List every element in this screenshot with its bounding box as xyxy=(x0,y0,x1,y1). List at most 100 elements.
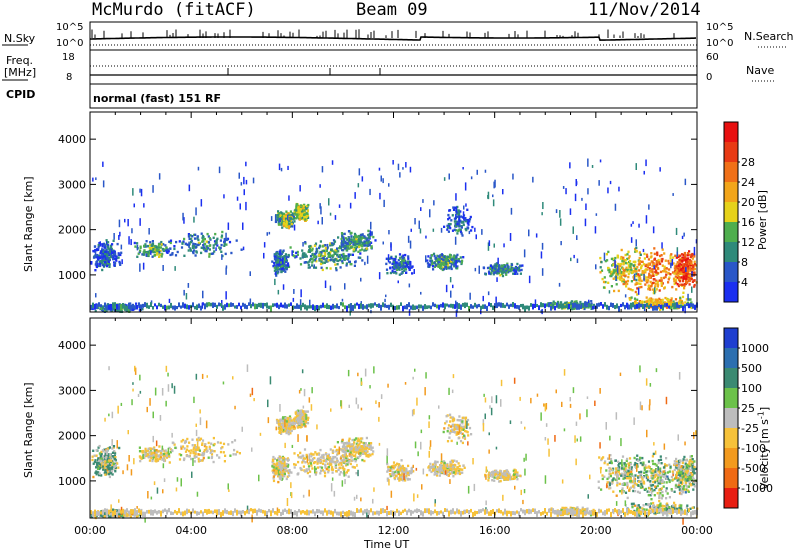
range-cell xyxy=(171,441,174,444)
range-cell xyxy=(599,266,602,269)
range-cell xyxy=(290,419,293,422)
range-cell xyxy=(266,302,268,309)
range-cell xyxy=(570,302,572,306)
range-cell xyxy=(347,256,350,260)
range-cell xyxy=(216,304,218,309)
range-cell xyxy=(600,269,604,272)
range-cell xyxy=(278,429,281,433)
range-cell xyxy=(283,221,286,225)
range-cell xyxy=(398,268,401,271)
range-cell xyxy=(669,273,672,276)
range-cell xyxy=(454,260,457,263)
range-cell xyxy=(92,449,95,452)
range-cell xyxy=(409,264,412,268)
range-cell xyxy=(662,301,665,304)
range-cell xyxy=(282,268,286,271)
range-cell xyxy=(362,236,365,239)
range-cell xyxy=(670,305,672,310)
range-cell xyxy=(656,251,659,254)
range-cell xyxy=(277,210,280,213)
range-cell xyxy=(176,250,179,254)
range-cell xyxy=(113,263,116,267)
range-cell xyxy=(141,308,144,311)
range-cell xyxy=(280,268,283,271)
range-cell xyxy=(201,443,204,446)
range-cell xyxy=(116,304,118,310)
range-cell xyxy=(331,466,334,469)
range-cell xyxy=(675,263,678,266)
range-cell xyxy=(441,253,443,257)
range-cell xyxy=(352,466,355,469)
range-cell xyxy=(668,305,670,309)
range-cell xyxy=(511,268,514,271)
range-cell xyxy=(660,254,663,257)
range-cell xyxy=(661,303,664,306)
range-cell xyxy=(295,209,298,212)
range-cell xyxy=(459,228,462,232)
range-cell xyxy=(112,302,114,308)
range-cell xyxy=(212,246,215,250)
range-cell xyxy=(283,257,286,261)
range-cell xyxy=(659,270,663,274)
y-tick-label: 4000 xyxy=(58,133,86,146)
status-panel-frame xyxy=(89,21,698,109)
range-cell xyxy=(419,228,422,234)
range-cell xyxy=(276,218,279,222)
range-cell xyxy=(523,249,526,258)
range-cell xyxy=(184,303,186,309)
range-cell xyxy=(102,457,105,460)
range-cell xyxy=(117,256,120,259)
range-cell xyxy=(659,308,662,311)
range-cell xyxy=(330,305,332,310)
range-cell xyxy=(297,460,300,464)
range-cell xyxy=(651,267,654,271)
range-cell xyxy=(274,253,277,256)
range-cell xyxy=(456,265,459,268)
range-cell xyxy=(451,258,454,261)
range-cell xyxy=(208,252,211,256)
range-cell xyxy=(235,239,238,242)
range-cell xyxy=(653,258,656,261)
range-cell xyxy=(186,437,189,441)
range-cell xyxy=(638,279,641,282)
range-cell xyxy=(207,235,210,238)
range-cell xyxy=(610,272,613,276)
range-cell xyxy=(652,302,655,305)
range-cell xyxy=(144,447,147,451)
range-cell xyxy=(280,223,283,226)
range-cell xyxy=(675,265,678,268)
range-cell xyxy=(605,253,608,256)
range-cell xyxy=(315,260,318,263)
range-cell xyxy=(445,257,448,260)
range-cell xyxy=(585,306,588,309)
range-cell xyxy=(357,250,360,253)
range-cell xyxy=(173,443,176,446)
range-cell xyxy=(648,288,652,291)
range-cell xyxy=(232,453,235,456)
range-cell xyxy=(95,454,98,457)
range-cell xyxy=(574,302,576,308)
range-cell xyxy=(651,281,654,285)
range-cell xyxy=(105,255,108,259)
range-cell xyxy=(114,302,116,307)
range-cell xyxy=(329,267,332,270)
range-cell xyxy=(438,263,441,266)
nave-bottom: 0 xyxy=(706,72,713,83)
range-cell xyxy=(365,241,369,245)
range-cell xyxy=(109,308,112,312)
range-cell xyxy=(281,426,284,429)
range-cell xyxy=(111,306,114,310)
range-cell xyxy=(647,258,650,261)
range-cell xyxy=(437,255,440,258)
range-cell xyxy=(354,192,356,199)
range-cell xyxy=(159,456,162,459)
range-cell xyxy=(159,253,162,256)
range-cell xyxy=(143,456,146,459)
range-cell xyxy=(111,447,114,450)
range-cell xyxy=(358,303,360,310)
range-cell xyxy=(640,301,643,304)
range-cell xyxy=(139,459,142,463)
range-cell xyxy=(275,267,278,270)
range-cell xyxy=(616,254,619,257)
range-cell xyxy=(240,182,243,186)
